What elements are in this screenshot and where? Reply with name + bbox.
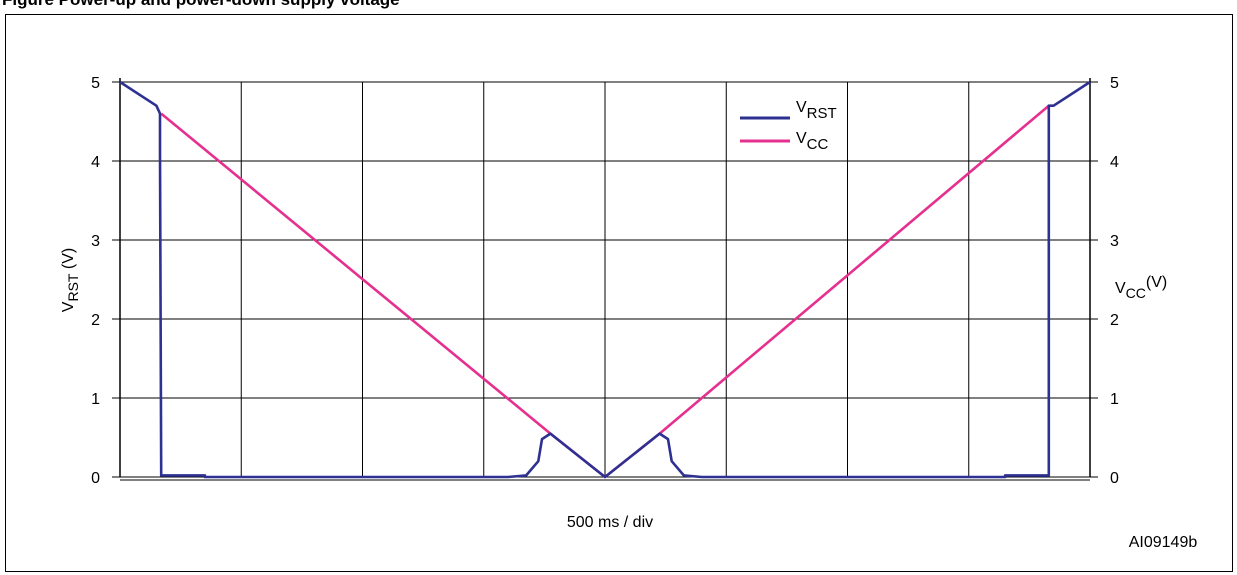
legend-label-vcc: VCC	[796, 130, 829, 153]
series-line-vrst	[119, 80, 1091, 479]
right-axis-label: VCC(V)	[1115, 274, 1167, 301]
left-tick-label: 0	[91, 470, 100, 487]
right-tick-label: 4	[1110, 154, 1119, 171]
right-tick-label: 3	[1110, 233, 1119, 250]
x-axis-label: 500 ms / div	[567, 514, 653, 531]
left-axis-label-sub: RST	[65, 273, 81, 301]
right-axis-label-main: V	[1115, 280, 1126, 297]
right-tick-label: 2	[1110, 312, 1119, 329]
left-axis-label-main: V	[60, 301, 77, 312]
right-axis-label-sub: CC	[1126, 285, 1146, 301]
left-tick-label: 4	[91, 154, 100, 171]
left-axis-label-unit: (V)	[60, 248, 77, 274]
right-tick-label: 0	[1110, 470, 1119, 487]
grid	[112, 78, 1098, 481]
right-axis-label-unit: (V)	[1146, 274, 1167, 291]
right-tick-label: 1	[1110, 391, 1119, 408]
series-layer	[119, 80, 1091, 479]
left-tick-label: 2	[91, 312, 100, 329]
left-tick-label: 5	[91, 75, 100, 92]
figure-frame	[5, 14, 1233, 572]
legend: VRST VCC	[740, 99, 837, 153]
figure-ref-code: AI09149b	[1129, 534, 1198, 551]
tick-labels: 0 0 1 1 2 2 3 3 4 4 5 5	[91, 75, 1119, 487]
left-tick-label: 3	[91, 233, 100, 250]
right-tick-label: 5	[1110, 75, 1119, 92]
figure-title: Figure Power-up and power-down supply vo…	[2, 0, 400, 10]
legend-label-vrst: VRST	[796, 99, 837, 122]
left-tick-label: 1	[91, 391, 100, 408]
left-axis-label: VRST (V)	[60, 248, 81, 312]
